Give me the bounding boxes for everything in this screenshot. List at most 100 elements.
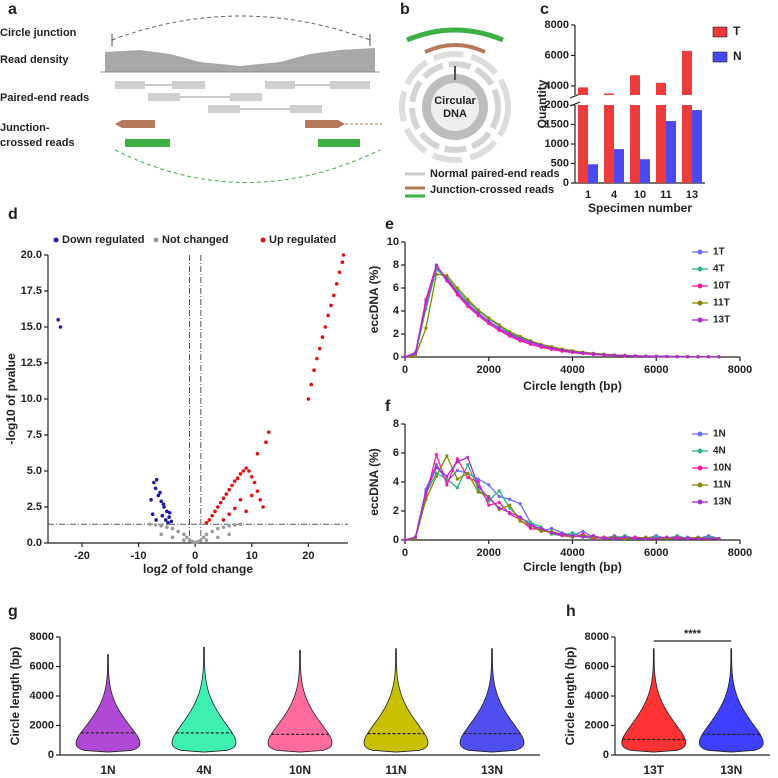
point — [445, 477, 449, 481]
point — [227, 487, 231, 492]
point — [612, 536, 616, 541]
x-tick-label: 13 — [686, 189, 698, 201]
point — [717, 355, 721, 359]
y-tick-label: 20.0 — [21, 249, 42, 261]
junction-arc — [111, 15, 371, 41]
x-tick-label: 6000 — [644, 547, 668, 559]
point — [466, 455, 470, 459]
legend-marker — [697, 266, 703, 272]
point — [252, 480, 257, 485]
label: Read density — [0, 54, 69, 66]
legend-label: Not changed — [162, 234, 229, 246]
junction-read — [125, 139, 170, 147]
point — [320, 335, 325, 339]
point — [424, 490, 428, 494]
point — [686, 355, 690, 359]
y-tick-label: 6000 — [30, 660, 54, 672]
point — [230, 483, 234, 488]
point — [696, 355, 700, 359]
point — [169, 519, 174, 524]
point — [227, 532, 231, 537]
point — [213, 509, 217, 514]
legend-label: 11N — [713, 480, 731, 491]
point — [170, 526, 175, 531]
point — [455, 291, 459, 295]
legend-marker — [697, 448, 703, 454]
y-axis-label: eccDNA (%) — [367, 448, 381, 516]
bar — [588, 164, 598, 183]
legend-label: 1N — [713, 429, 726, 440]
bar — [614, 149, 624, 183]
point — [332, 293, 336, 298]
y-tick-label: 7.5 — [27, 429, 42, 441]
point — [602, 536, 606, 541]
point — [455, 286, 459, 290]
point — [255, 451, 260, 456]
point — [455, 486, 459, 490]
bar — [682, 105, 692, 183]
violin — [171, 646, 237, 753]
point — [182, 532, 186, 537]
panel-label: f — [385, 398, 391, 415]
y-tick-label: 15.0 — [21, 321, 42, 333]
point — [476, 477, 480, 481]
legend-marker — [260, 237, 266, 243]
point — [706, 355, 711, 359]
point — [581, 351, 585, 355]
point — [445, 483, 449, 487]
point — [434, 465, 439, 470]
point — [204, 532, 209, 537]
significance-label: **** — [684, 628, 702, 640]
point — [238, 498, 243, 502]
diagram-a: Circle junction Read density Paired-end … — [0, 15, 382, 183]
y-tick-label: 10 — [387, 236, 399, 248]
x-tick-label: -20 — [74, 550, 90, 562]
point — [258, 498, 263, 502]
point — [413, 351, 418, 356]
point — [149, 498, 153, 502]
point — [434, 474, 439, 478]
x-tick-label: 13N — [481, 763, 503, 777]
y-tick-label: 17.5 — [21, 285, 42, 297]
legend-label: 10N — [713, 463, 731, 474]
point — [424, 326, 428, 330]
legend-marker — [697, 465, 703, 471]
point — [152, 480, 156, 485]
point — [518, 334, 522, 338]
point — [249, 493, 254, 498]
point — [341, 253, 346, 257]
legend-label: 4T — [713, 264, 725, 275]
legend-label: Up regulated — [269, 234, 336, 246]
bar — [656, 82, 666, 95]
legend-label: 1T — [713, 247, 725, 258]
point — [445, 474, 449, 478]
y-axis-label: eccDNA (%) — [367, 266, 381, 334]
legend-label: Junction-crossed reads — [430, 184, 554, 196]
point — [221, 525, 226, 529]
point — [232, 506, 237, 511]
point — [167, 510, 172, 515]
y-tick-label: 4 — [393, 476, 400, 488]
point — [244, 509, 248, 514]
x-tick-label: 13N — [720, 763, 742, 777]
bar — [578, 87, 588, 95]
point — [466, 302, 470, 306]
point — [487, 316, 491, 320]
point — [232, 479, 237, 483]
y-tick-label: 8000 — [30, 631, 54, 643]
point — [706, 536, 711, 541]
point — [529, 526, 533, 531]
point — [466, 471, 470, 475]
point — [476, 314, 480, 318]
legend-marker — [697, 499, 703, 505]
legend-label: Normal paired-end reads — [430, 168, 560, 180]
point — [56, 318, 60, 322]
center-label: DNA — [443, 108, 467, 120]
point — [476, 484, 480, 488]
point — [508, 503, 512, 507]
point — [623, 535, 627, 539]
x-axis-label: Circle length (bp) — [523, 560, 622, 574]
point — [508, 332, 512, 336]
y-tick-label: 8 — [393, 418, 399, 430]
point — [644, 536, 648, 541]
